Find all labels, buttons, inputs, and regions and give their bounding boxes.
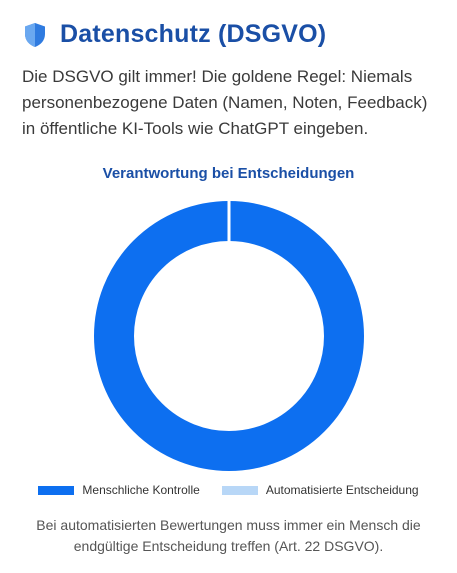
legend-item-automatisierte-entscheidung[interactable]: Automatisierte Entscheidung (221, 483, 419, 497)
chart-title: Verantwortung bei Entscheidungen (102, 165, 355, 182)
footnote: Bei automatisierten Bewertungen muss imm… (36, 517, 421, 554)
slice-menschliche-kontrolle[interactable] (94, 201, 364, 471)
page-title: Datenschutz (DSGVO) (60, 20, 327, 48)
legend-item-menschliche-kontrolle[interactable]: Menschliche Kontrolle (38, 483, 200, 497)
legend-label: Automatisierte Entscheidung (265, 483, 419, 497)
intro-text: Die DSGVO gilt immer! Die goldene Regel:… (22, 67, 428, 138)
page-header: Datenschutz (DSGVO) (24, 20, 326, 49)
legend-swatch (38, 485, 75, 495)
legend-label: Menschliche Kontrolle (82, 483, 200, 497)
chart-legend: Menschliche Kontrolle Automatisierte Ent… (0, 483, 457, 497)
shield-icon (25, 22, 45, 47)
legend-swatch (221, 485, 258, 495)
